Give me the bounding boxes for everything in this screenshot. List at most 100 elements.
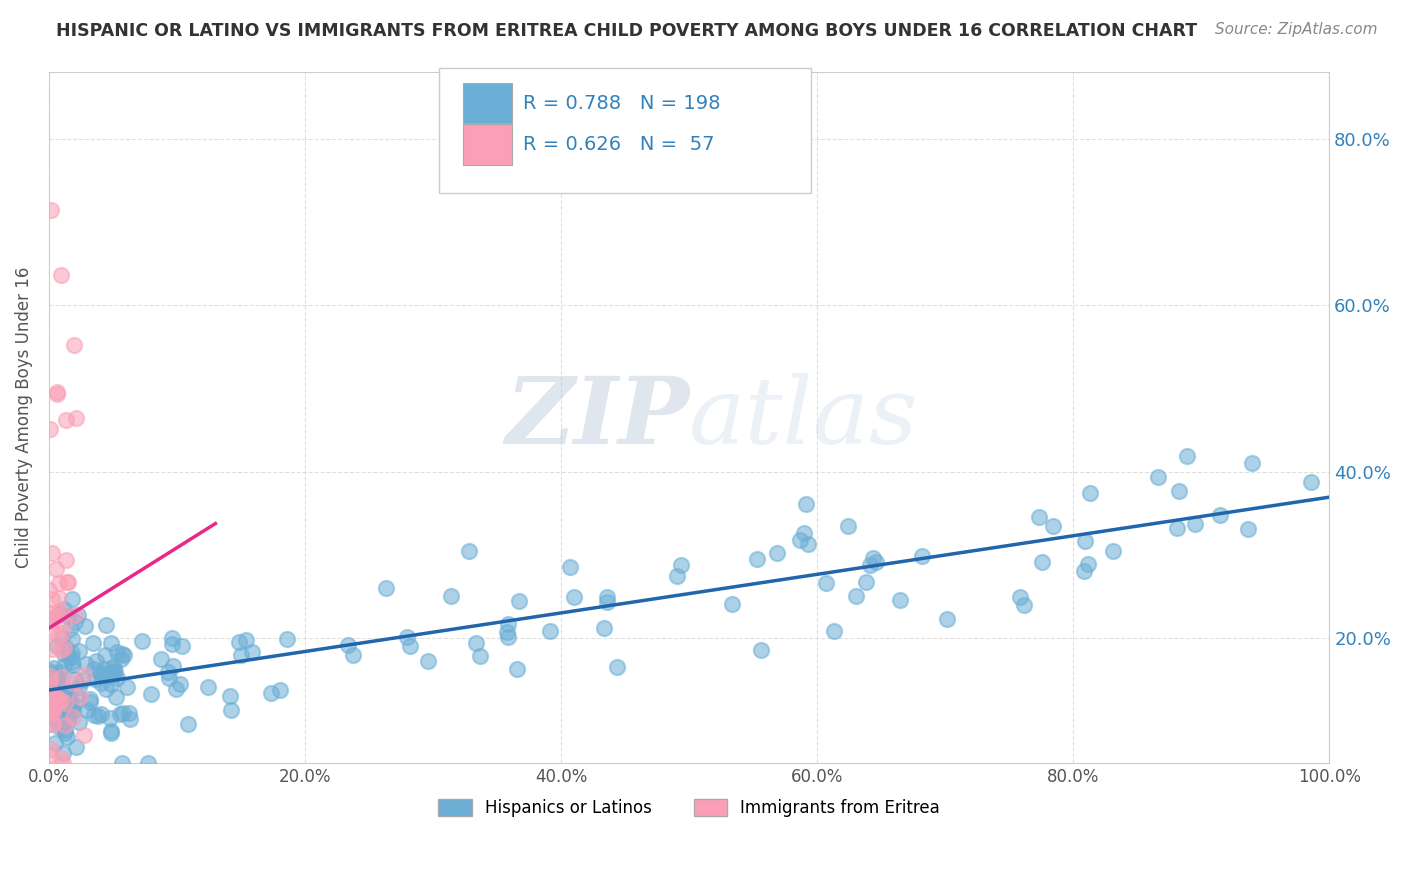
Point	[1166, 521, 1188, 535]
Point	[765, 546, 787, 560]
Point	[79, 695, 101, 709]
Point	[38, 666, 60, 681]
Point	[39, 747, 62, 762]
Point	[1236, 522, 1258, 536]
Point	[177, 717, 200, 731]
Point	[506, 662, 529, 676]
Point	[55, 553, 77, 567]
Y-axis label: Child Poverty Among Boys Under 16: Child Poverty Among Boys Under 16	[15, 267, 32, 568]
Point	[593, 621, 616, 635]
Point	[39, 665, 62, 679]
Point	[911, 549, 934, 563]
Point	[160, 637, 183, 651]
Point	[671, 558, 693, 573]
Point	[63, 615, 86, 629]
Point	[131, 634, 153, 648]
Point	[858, 558, 880, 572]
Point	[39, 612, 62, 626]
Point	[1008, 590, 1031, 604]
Point	[104, 665, 127, 679]
Point	[65, 740, 87, 755]
Point	[55, 641, 77, 656]
Point	[935, 612, 957, 626]
Point	[101, 668, 124, 682]
Point	[45, 693, 67, 707]
Point	[228, 634, 250, 648]
Point	[52, 683, 75, 698]
Point	[48, 576, 70, 591]
Point	[65, 608, 87, 623]
Point	[83, 672, 105, 686]
Point	[136, 756, 159, 771]
Point	[72, 673, 94, 687]
Point	[564, 591, 586, 605]
Point	[75, 657, 97, 671]
Point	[862, 551, 884, 566]
Point	[105, 671, 128, 685]
Point	[58, 690, 80, 704]
Point	[48, 701, 70, 715]
Point	[46, 385, 69, 400]
Point	[1175, 449, 1198, 463]
Point	[162, 631, 184, 645]
Point	[508, 593, 530, 607]
Point	[98, 710, 121, 724]
Point	[67, 714, 90, 729]
Point	[60, 591, 83, 606]
Point	[39, 614, 62, 628]
Point	[1301, 475, 1323, 489]
Point	[396, 630, 419, 644]
Point	[745, 551, 768, 566]
Point	[59, 698, 82, 712]
Point	[218, 689, 240, 703]
Point	[52, 713, 75, 727]
Point	[42, 689, 65, 703]
Point	[1147, 470, 1170, 484]
Point	[889, 592, 911, 607]
Point	[41, 716, 63, 731]
Point	[162, 658, 184, 673]
Point	[38, 669, 60, 683]
Text: HISPANIC OR LATINO VS IMMIGRANTS FROM ERITREA CHILD POVERTY AMONG BOYS UNDER 16 : HISPANIC OR LATINO VS IMMIGRANTS FROM ER…	[56, 22, 1198, 40]
Point	[1102, 543, 1125, 558]
Point	[41, 673, 63, 687]
Point	[231, 648, 253, 662]
Point	[76, 703, 98, 717]
Point	[837, 518, 859, 533]
Point	[63, 672, 86, 686]
Point	[823, 624, 845, 638]
Point	[1241, 456, 1264, 470]
Point	[170, 639, 193, 653]
Point	[1077, 558, 1099, 572]
Point	[42, 680, 65, 694]
Point	[48, 695, 70, 709]
Point	[42, 674, 65, 689]
Point	[38, 678, 60, 692]
Point	[60, 702, 83, 716]
Point	[269, 683, 291, 698]
Point	[94, 618, 117, 632]
Point	[53, 641, 76, 656]
Point	[41, 715, 63, 730]
Point	[94, 668, 117, 682]
Point	[44, 736, 66, 750]
Point	[51, 670, 73, 684]
Point	[44, 680, 66, 694]
Point	[52, 714, 75, 729]
Point	[56, 730, 79, 744]
Point	[399, 639, 422, 653]
Point	[79, 692, 101, 706]
Point	[1078, 486, 1101, 500]
Point	[48, 591, 70, 605]
Point	[56, 609, 79, 624]
Point	[1074, 533, 1097, 548]
Text: R = 0.626   N =  57: R = 0.626 N = 57	[523, 135, 714, 154]
Point	[63, 698, 86, 712]
Point	[110, 647, 132, 661]
Point	[62, 710, 84, 724]
Point	[65, 411, 87, 425]
Point	[48, 689, 70, 703]
Point	[794, 497, 817, 511]
Point	[53, 602, 76, 616]
Point	[51, 631, 73, 645]
